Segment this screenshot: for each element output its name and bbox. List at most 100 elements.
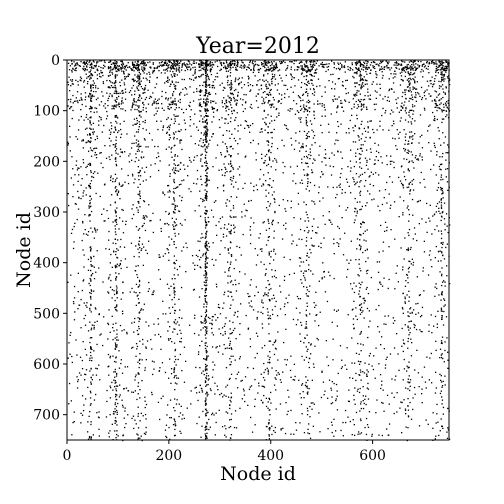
data-point	[234, 80, 236, 83]
data-point	[421, 376, 423, 378]
data-point	[379, 281, 381, 283]
data-point	[302, 272, 305, 274]
data-point	[198, 66, 200, 68]
data-point	[372, 65, 374, 67]
data-point	[101, 91, 103, 93]
data-point	[95, 308, 97, 310]
data-point	[215, 200, 217, 202]
data-point	[337, 150, 339, 152]
data-point	[93, 61, 95, 63]
data-point	[303, 286, 305, 288]
data-point	[284, 303, 286, 305]
data-point	[274, 211, 276, 214]
data-point	[113, 290, 115, 292]
data-point	[414, 324, 416, 327]
data-point	[158, 333, 160, 336]
data-point	[278, 100, 280, 102]
data-point	[384, 315, 386, 317]
data-point	[333, 95, 336, 97]
data-point	[178, 210, 180, 212]
data-point	[231, 61, 233, 63]
data-point	[393, 64, 395, 66]
data-point	[249, 90, 251, 92]
data-point	[417, 200, 420, 202]
data-point	[446, 225, 448, 227]
data-point	[401, 60, 403, 62]
data-point	[150, 96, 153, 98]
data-point	[328, 219, 330, 221]
data-point	[445, 71, 447, 73]
data-point	[142, 415, 144, 417]
data-point	[143, 89, 145, 91]
data-point	[194, 317, 196, 319]
data-point	[133, 80, 135, 83]
data-point	[268, 149, 271, 151]
data-point	[132, 63, 134, 65]
data-point	[141, 243, 144, 245]
data-point	[204, 347, 207, 350]
data-point	[311, 225, 313, 228]
data-point	[447, 102, 449, 104]
data-point	[328, 379, 331, 381]
data-point	[236, 102, 238, 104]
data-point	[304, 327, 306, 329]
data-point	[163, 69, 165, 71]
data-point	[333, 435, 335, 437]
data-point	[376, 261, 378, 263]
data-point	[435, 65, 437, 68]
data-point	[117, 249, 119, 251]
data-point	[237, 94, 239, 96]
data-point	[111, 423, 113, 425]
data-point	[255, 63, 257, 65]
data-point	[112, 327, 114, 329]
data-point	[411, 180, 413, 182]
data-point	[336, 310, 338, 312]
data-point	[165, 91, 167, 94]
data-point	[207, 379, 209, 381]
data-point	[88, 415, 90, 417]
data-point	[69, 101, 72, 103]
data-point	[219, 69, 221, 72]
data-point	[85, 61, 87, 64]
data-point	[108, 156, 110, 158]
data-point	[337, 121, 339, 123]
data-point	[205, 378, 208, 380]
data-point	[166, 222, 168, 225]
data-point	[344, 71, 346, 73]
data-point	[198, 103, 201, 105]
data-point	[310, 154, 312, 157]
data-point	[291, 243, 293, 245]
data-point	[138, 79, 140, 81]
data-point	[404, 237, 406, 239]
data-point	[357, 148, 359, 150]
data-point	[352, 377, 354, 379]
data-point	[445, 168, 447, 170]
data-point	[342, 421, 344, 424]
data-point	[88, 186, 90, 188]
data-point	[246, 124, 248, 127]
data-point	[120, 103, 122, 105]
data-point	[147, 89, 149, 91]
data-point	[349, 377, 351, 379]
data-point	[121, 97, 123, 99]
data-point	[300, 60, 302, 63]
data-point	[382, 129, 384, 131]
data-point	[398, 63, 400, 66]
data-point	[74, 203, 76, 205]
data-point	[355, 182, 357, 185]
data-point	[200, 61, 202, 63]
data-point	[348, 389, 350, 391]
data-point	[162, 191, 164, 193]
data-point	[314, 320, 316, 322]
data-point	[158, 155, 160, 158]
data-point	[339, 238, 341, 240]
data-point	[134, 93, 136, 96]
data-point	[109, 145, 111, 147]
data-point	[173, 68, 175, 70]
data-point	[85, 142, 87, 144]
data-point	[133, 331, 135, 333]
data-point	[430, 150, 432, 152]
data-point	[137, 361, 139, 363]
data-point	[422, 267, 424, 269]
data-point	[202, 121, 204, 123]
